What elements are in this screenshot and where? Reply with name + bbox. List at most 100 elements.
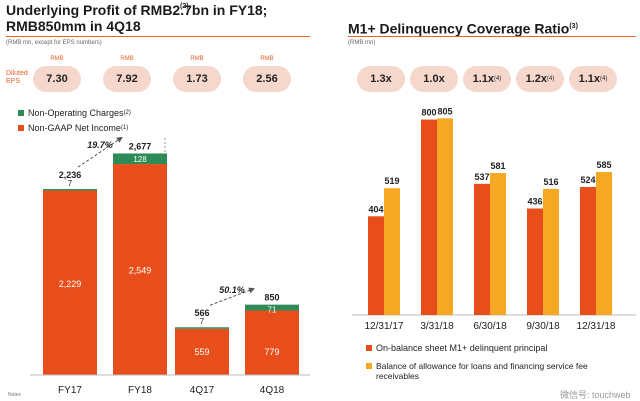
bar-net-income xyxy=(175,328,229,375)
ratio-sup: (4) xyxy=(600,76,608,82)
ratio-value: 1.1x xyxy=(578,73,601,85)
bar-delinquent xyxy=(421,119,437,315)
ratio-pill: 1.1x (4) xyxy=(463,66,511,92)
data-label-delinquent: 800 xyxy=(421,108,436,118)
right-title: M1+ Delinquency Coverage Ratio(3) xyxy=(348,19,578,37)
x-tick-label: 12/31/18 xyxy=(577,321,616,332)
growth-label: 19.7% xyxy=(87,140,113,150)
legend-swatch-orange xyxy=(366,345,372,351)
x-tick-label: 6/30/18 xyxy=(473,321,507,332)
data-label-delinquent: 404 xyxy=(368,204,383,214)
left-title-sup: (2) xyxy=(180,3,189,10)
data-label-allowance: 581 xyxy=(490,161,505,171)
bar-allowance xyxy=(596,172,612,315)
eps-pill: 7.92 xyxy=(103,66,151,92)
x-tick-label: 4Q18 xyxy=(260,385,285,396)
eps-unit: RMB xyxy=(190,56,204,62)
ratio-sup: (4) xyxy=(494,76,502,82)
notes-label: Notes xyxy=(8,392,22,398)
eps-value: 1.73 xyxy=(186,73,208,85)
data-label-net: 779 xyxy=(264,347,279,357)
eps-label-line2: EPS xyxy=(6,78,21,85)
data-label-allowance: 516 xyxy=(543,177,558,187)
ratio-pill: 1.2x (4) xyxy=(516,66,564,92)
bar-delinquent xyxy=(368,216,384,315)
bar-non-operating xyxy=(245,304,299,311)
data-label-ops: 128 xyxy=(133,155,147,164)
bar-allowance xyxy=(543,188,559,315)
bar-allowance xyxy=(437,118,453,316)
left-bar-chart: 2,22972,236FY172,5491282,677FY1855975664… xyxy=(30,136,310,396)
data-label-total: 566 xyxy=(194,308,209,318)
eps-value: 2.56 xyxy=(256,73,278,85)
data-label-allowance: 519 xyxy=(384,176,399,186)
eps-unit: RMB xyxy=(120,56,134,62)
legend-label-block: Balance of allowance for loans and finan… xyxy=(376,361,632,381)
eps-label: Diluted EPS xyxy=(6,70,28,86)
data-label-total: 2,236 xyxy=(59,170,82,180)
bar-delinquent xyxy=(527,208,543,315)
legend-label: On-balance sheet M1+ delinquent principa… xyxy=(376,343,548,353)
bar-non-operating xyxy=(43,189,97,191)
eps-unit: RMB xyxy=(260,56,274,62)
eps-pill: 7.30 xyxy=(33,66,81,92)
bar-net-income xyxy=(43,190,97,375)
legend-label: Non-GAAP Net Income xyxy=(28,123,121,133)
x-tick-label: 4Q17 xyxy=(190,385,215,396)
x-tick-label: 9/30/18 xyxy=(526,321,560,332)
ratio-sup: (4) xyxy=(547,76,555,82)
bar-allowance xyxy=(490,173,506,315)
ratio-pill: 1.3x xyxy=(357,66,405,92)
left-title-rule xyxy=(6,36,310,37)
legend-label-cont: receivables xyxy=(376,371,419,381)
bar-delinquent xyxy=(474,183,490,315)
bar-non-operating xyxy=(113,153,167,165)
data-label-ops: 71 xyxy=(268,306,277,315)
legend-item-delinquent: On-balance sheet M1+ delinquent principa… xyxy=(366,343,547,353)
bar-non-operating xyxy=(175,327,229,329)
data-label-net: 2,549 xyxy=(129,266,152,276)
x-tick-label: FY17 xyxy=(58,385,82,396)
right-title-rule xyxy=(348,36,636,37)
data-label-delinquent: 524 xyxy=(580,175,595,185)
data-label-net: 559 xyxy=(194,347,209,357)
left-title-line2: RMB850mm in 4Q18 xyxy=(6,18,141,34)
bar-net-income xyxy=(245,310,299,375)
legend-item-allowance: Balance of allowance for loans and finan… xyxy=(366,361,632,381)
growth-arrow xyxy=(209,287,255,306)
bar-allowance xyxy=(384,188,400,315)
legend-label: Balance of allowance for loans and finan… xyxy=(376,361,588,371)
data-label-ops: 7 xyxy=(200,317,205,326)
left-title-main: Underlying Profit of RMB2.7bn in FY18; xyxy=(6,2,268,18)
ratio-pill: 1.0x xyxy=(410,66,458,92)
right-title-sup: (3) xyxy=(569,23,578,30)
x-tick-label: 12/31/17 xyxy=(365,321,404,332)
eps-pill: 1.73 xyxy=(173,66,221,92)
ratio-value: 1.3x xyxy=(370,73,392,85)
right-title-text: M1+ Delinquency Coverage Ratio xyxy=(348,20,570,37)
eps-value: 7.92 xyxy=(116,73,138,85)
growth-label: 50.1% xyxy=(219,285,245,295)
legend-sup: (1) xyxy=(120,125,129,131)
legend-label: Non-Operating Charges xyxy=(28,108,124,118)
data-label-delinquent: 436 xyxy=(527,196,542,206)
data-label-ops: 7 xyxy=(68,179,73,188)
legend-swatch-orange xyxy=(18,125,24,131)
data-label-net: 2,229 xyxy=(59,279,82,289)
data-label-total: 850 xyxy=(264,293,279,303)
data-label-total: 2,677 xyxy=(129,141,152,151)
legend-sup: (2) xyxy=(123,110,131,116)
data-label-allowance: 585 xyxy=(596,160,611,170)
left-units: (RMB mn, except for EPS numbers) xyxy=(6,40,102,46)
x-tick-label: FY18 xyxy=(128,385,152,396)
eps-unit: RMB xyxy=(50,56,64,62)
eps-value: 7.30 xyxy=(46,73,68,85)
eps-label-line1: Diluted xyxy=(6,70,28,77)
ratio-value: 1.1x xyxy=(472,73,495,85)
eps-pill: 2.56 xyxy=(243,66,291,92)
legend-item-non-operating: Non-Operating Charges (2) xyxy=(18,108,131,118)
data-label-allowance: 805 xyxy=(437,106,452,116)
x-tick-label: 3/31/18 xyxy=(420,321,454,332)
bar-delinquent xyxy=(580,186,596,315)
